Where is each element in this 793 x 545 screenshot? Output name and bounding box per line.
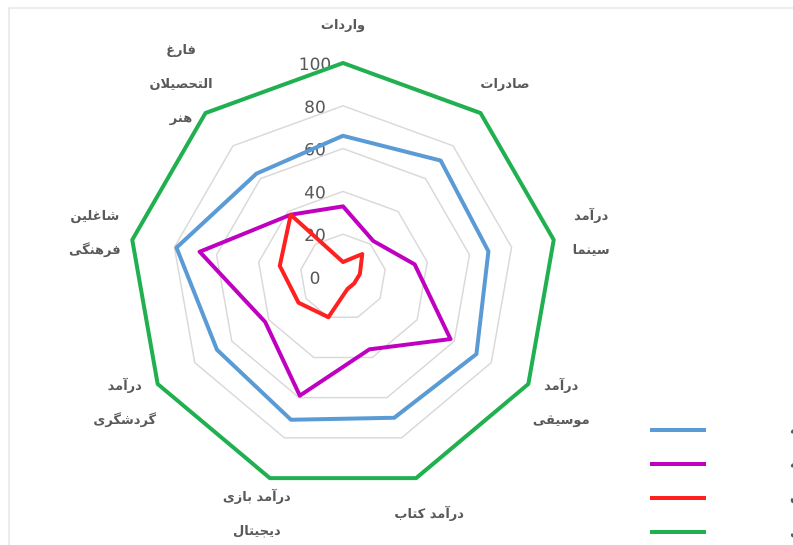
grid-ring [257,190,429,359]
axis-label: درآمد موسیقی [533,377,590,428]
legend-label: نوسعه یافته [790,423,793,438]
axis-label: صادرات [480,76,529,91]
axis-label: درآمد سینما [573,207,610,258]
axis-label: درآمد کتاب [394,504,464,521]
axis-label: درآمد بازی دیجیتال [223,487,291,538]
legend-label: کامل [790,525,793,540]
axis-label: شاغلین فرهنگی [69,209,121,258]
tick-label: 80 [304,98,326,118]
series-line [277,212,365,320]
legend-label: ایران [790,491,793,506]
series-line [174,133,491,422]
grid-ring [215,147,471,399]
grid-ring [300,233,386,318]
axis-label: واردات [321,18,365,33]
series-line [130,61,556,481]
series-line [197,204,453,398]
axis-label: فارغ التحصیلان هنر [149,42,212,125]
axis-label: درآمد گردشگری [93,377,156,428]
tick-label: 40 [304,183,326,203]
grid-ring [173,105,513,439]
tick-label: 0 [310,269,321,289]
legend-label: رشدیافته [790,457,793,472]
chart-border [8,7,793,545]
